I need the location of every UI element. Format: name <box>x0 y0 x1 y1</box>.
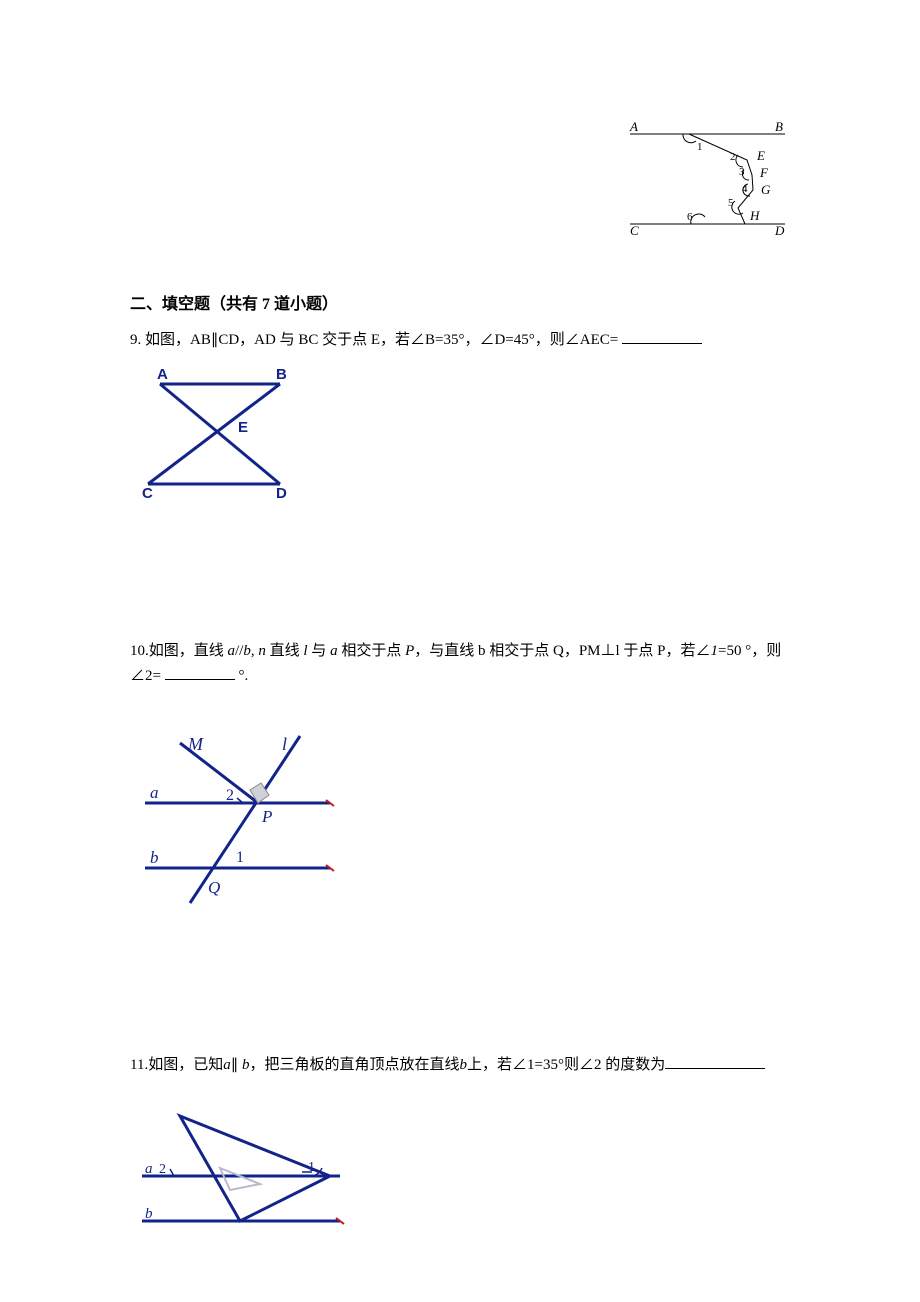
q10-t4: 直线 <box>266 643 304 659</box>
q11-label-a: a <box>145 1161 153 1177</box>
q10-t5: 与 <box>308 643 331 659</box>
figure-q10: M l a b P Q 1 2 <box>130 728 350 913</box>
q11-number: 11. <box>130 1057 148 1073</box>
q11-label-b: b <box>145 1206 153 1222</box>
q10-t9: °. <box>235 668 249 684</box>
label-A: A <box>629 120 638 134</box>
q11-t2: ∥ <box>231 1057 242 1073</box>
q10-label-2: 2 <box>226 787 234 804</box>
q11-b2: b <box>459 1057 467 1073</box>
angle-3: 3 <box>739 166 745 178</box>
q9-blank <box>622 328 702 344</box>
q10-t1: 如图，直线 <box>149 643 228 659</box>
q11-t3: ，把三角板的直角顶点放在直线 <box>249 1057 459 1073</box>
q11-t1: 如图，已知 <box>148 1057 223 1073</box>
q10-label-P: P <box>261 807 272 826</box>
q11: 11.如图，已知a∥ b，把三角板的直角顶点放在直线b上，若∠1=35°则∠2 … <box>130 1053 790 1079</box>
figure-q9: A B C D E <box>130 364 320 499</box>
label-G: G <box>761 182 771 197</box>
q9-label-E: E <box>238 419 248 436</box>
q11-a: a <box>223 1057 231 1073</box>
label-F: F <box>759 165 769 180</box>
q10-label-1: 1 <box>236 849 244 866</box>
q10-1: 1 <box>711 643 719 659</box>
q10-a2: a <box>330 643 338 659</box>
q10-label-a: a <box>150 783 159 802</box>
q9-label-C: C <box>142 485 153 499</box>
angle-5: 5 <box>728 197 734 209</box>
q10-number: 10. <box>130 643 149 659</box>
q9: 9. 如图，AB∥CD，AD 与 BC 交于点 E，若∠B=35°，∠D=45°… <box>130 328 790 354</box>
q10-b: b <box>243 643 251 659</box>
q9-label-D: D <box>276 485 287 499</box>
q10-label-M: M <box>187 734 204 754</box>
angle-1: 1 <box>697 141 703 153</box>
q11-label-2: 2 <box>159 1162 166 1177</box>
angle-2: 2 <box>730 151 736 163</box>
q10-blank <box>165 664 235 680</box>
q11-blank <box>665 1053 765 1069</box>
q10-P: P <box>405 643 414 659</box>
q9-label-A: A <box>157 366 168 383</box>
q10-t6: 相交于点 <box>338 643 406 659</box>
q10-label-b: b <box>150 848 159 867</box>
angle-6: 6 <box>687 211 693 223</box>
q10-label-Q: Q <box>208 878 220 897</box>
q9-text: 如图，AB∥CD，AD 与 BC 交于点 E，若∠B=35°，∠D=45°，则∠… <box>145 332 618 348</box>
q10-n: n <box>258 643 266 659</box>
q10-t7: ，与直线 b 相交于点 Q，PM⊥l 于点 P，若∠ <box>414 643 710 659</box>
figure-top: A B C D E F G H 1 2 3 4 5 6 <box>625 120 790 235</box>
q10-a: a <box>228 643 236 659</box>
q11-t4: 上，若∠1=35°则∠2 的度数为 <box>467 1057 665 1073</box>
q10-label-l: l <box>282 734 287 754</box>
q9-label-B: B <box>276 366 287 383</box>
section-header: 二、填空题（共有 7 道小题） <box>130 290 790 314</box>
q10: 10.如图，直线 a//b, n 直线 l 与 a 相交于点 P，与直线 b 相… <box>130 639 790 690</box>
q9-number: 9. <box>130 332 141 348</box>
label-D: D <box>774 223 785 235</box>
label-C: C <box>630 223 639 235</box>
label-B: B <box>775 120 783 134</box>
angle-4: 4 <box>742 183 748 195</box>
figure-q11: a b 1 2 <box>130 1106 360 1236</box>
label-E: E <box>756 148 765 163</box>
label-H: H <box>749 208 760 223</box>
